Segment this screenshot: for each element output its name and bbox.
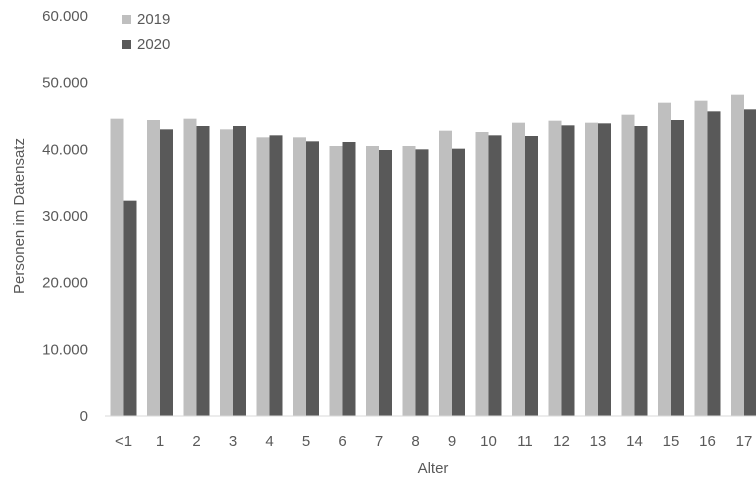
bar-2019 bbox=[147, 120, 160, 416]
legend: 2019 2020 bbox=[122, 11, 170, 53]
legend-label-2020: 2020 bbox=[137, 36, 170, 53]
x-tick-label: 7 bbox=[375, 433, 383, 450]
x-tick-label: 9 bbox=[448, 433, 456, 450]
x-tick-label: 8 bbox=[411, 433, 419, 450]
bar-2020 bbox=[196, 126, 210, 416]
y-tick-label: 0 bbox=[80, 408, 88, 425]
bar-2020 bbox=[160, 129, 173, 417]
x-tick-label: 12 bbox=[553, 433, 570, 450]
x-tick-label: 2 bbox=[192, 433, 200, 450]
bar-2019 bbox=[731, 94, 744, 417]
bar-2019 bbox=[293, 137, 306, 417]
bar-2020 bbox=[123, 200, 137, 416]
bar-2019 bbox=[183, 118, 197, 417]
bar-2020 bbox=[233, 126, 246, 416]
bar-2020 bbox=[306, 141, 319, 417]
bar-2019 bbox=[585, 122, 598, 417]
x-tick-label: 13 bbox=[590, 433, 607, 450]
x-tick-label: 5 bbox=[302, 433, 310, 450]
bar-2019 bbox=[548, 120, 562, 417]
x-tick-label: 6 bbox=[338, 433, 346, 450]
x-tick-label: <1 bbox=[115, 433, 132, 450]
bar-2019 bbox=[439, 130, 452, 416]
x-tick-label: 16 bbox=[699, 433, 716, 450]
bar-2019 bbox=[402, 146, 416, 416]
bar-2019 bbox=[658, 102, 671, 417]
bar-2020 bbox=[525, 136, 538, 416]
bar-2019 bbox=[329, 146, 343, 416]
x-tick-label: 3 bbox=[229, 433, 237, 450]
bar-2019 bbox=[621, 114, 635, 417]
bar-2020 bbox=[744, 109, 756, 416]
x-tick-label: 4 bbox=[265, 433, 273, 450]
y-axis: 0 10.000 20.000 30.000 40.000 50.000 60.000 bbox=[42, 8, 88, 425]
bar-2020 bbox=[598, 123, 611, 416]
bar-2019 bbox=[256, 137, 270, 417]
bar-2020 bbox=[342, 142, 356, 416]
y-tick-label: 40.000 bbox=[42, 141, 88, 158]
y-tick-label: 10.000 bbox=[42, 341, 88, 358]
y-axis-title: Personen im Datensatz bbox=[11, 138, 28, 294]
bar-2020 bbox=[269, 135, 283, 417]
x-tick-label: 1 bbox=[156, 433, 164, 450]
bar-2020 bbox=[452, 148, 465, 416]
bar-2019 bbox=[475, 132, 489, 416]
bar-2020 bbox=[707, 111, 721, 416]
x-tick-label: 10 bbox=[480, 433, 497, 450]
bar-2020 bbox=[379, 150, 392, 416]
legend-swatch-2019 bbox=[122, 15, 131, 24]
x-tick-label: 11 bbox=[517, 433, 533, 450]
bar-2019 bbox=[512, 122, 525, 417]
bar-2020 bbox=[415, 149, 429, 417]
legend-label-2019: 2019 bbox=[137, 11, 170, 28]
bar-2020 bbox=[488, 135, 502, 417]
y-tick-label: 60.000 bbox=[42, 8, 88, 25]
y-tick-label: 20.000 bbox=[42, 275, 88, 292]
bars bbox=[110, 94, 756, 417]
bar-2019 bbox=[220, 129, 233, 417]
x-tick-label: 14 bbox=[626, 433, 643, 450]
x-axis: <1 1 2 3 4 5 6 7 8 9 10 11 12 13 14 15 16 17 bbox=[115, 433, 752, 450]
bar-2020 bbox=[634, 126, 648, 416]
bar-2019 bbox=[366, 146, 379, 416]
bar-2019 bbox=[110, 118, 124, 417]
y-tick-label: 30.000 bbox=[42, 208, 88, 225]
x-axis-title: Alter bbox=[418, 460, 449, 477]
legend-swatch-2020 bbox=[122, 40, 131, 49]
bar-2019 bbox=[694, 100, 708, 417]
x-tick-label: 15 bbox=[663, 433, 680, 450]
y-tick-label: 50.000 bbox=[42, 75, 88, 92]
bar-2020 bbox=[671, 120, 684, 416]
bar-2020 bbox=[561, 125, 575, 416]
x-tick-label: 17 bbox=[736, 433, 753, 450]
